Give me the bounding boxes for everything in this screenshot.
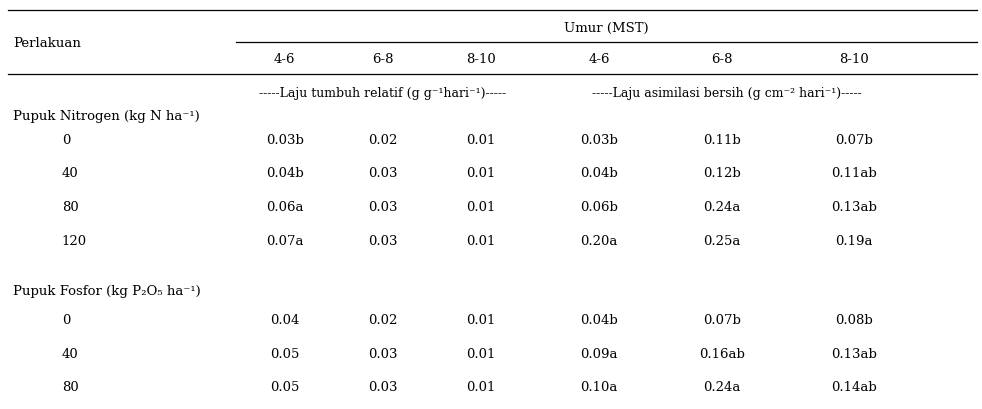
Text: 0.11ab: 0.11ab [832, 167, 877, 180]
Text: 4-6: 4-6 [274, 53, 296, 66]
Text: 0.03: 0.03 [368, 347, 398, 360]
Text: 0.04b: 0.04b [580, 167, 618, 180]
Text: 80: 80 [62, 380, 79, 393]
Text: 0.10a: 0.10a [580, 380, 618, 393]
Text: 40: 40 [62, 167, 79, 180]
Text: 0.05: 0.05 [270, 347, 300, 360]
Text: 0.16ab: 0.16ab [699, 347, 744, 360]
Text: 0.06a: 0.06a [266, 200, 303, 213]
Text: -----Laju tumbuh relatif (g g⁻¹hari⁻¹)-----: -----Laju tumbuh relatif (g g⁻¹hari⁻¹)--… [259, 87, 507, 100]
Text: 0.20a: 0.20a [580, 234, 618, 247]
Text: 0.04b: 0.04b [266, 167, 303, 180]
Text: 0.01: 0.01 [466, 133, 496, 146]
Text: 0.04b: 0.04b [580, 313, 618, 326]
Text: 0.01: 0.01 [466, 347, 496, 360]
Text: 0.03b: 0.03b [266, 133, 303, 146]
Text: 0.25a: 0.25a [703, 234, 740, 247]
Text: 0: 0 [62, 133, 71, 146]
Text: 0.03: 0.03 [368, 380, 398, 393]
Text: 80: 80 [62, 200, 79, 213]
Text: 0.13ab: 0.13ab [832, 200, 877, 213]
Text: -----Laju asimilasi bersih (g cm⁻² hari⁻¹)-----: -----Laju asimilasi bersih (g cm⁻² hari⁻… [592, 87, 861, 100]
Text: 0.01: 0.01 [466, 167, 496, 180]
Text: 0.03b: 0.03b [580, 133, 618, 146]
Text: 0.01: 0.01 [466, 313, 496, 326]
Text: 0.08b: 0.08b [836, 313, 873, 326]
Text: 0.03: 0.03 [368, 234, 398, 247]
Text: 0.12b: 0.12b [703, 167, 740, 180]
Text: 0.02: 0.02 [368, 313, 398, 326]
Text: 0.11b: 0.11b [703, 133, 740, 146]
Text: 0.24a: 0.24a [703, 200, 740, 213]
Text: Pupuk Fosfor (kg P₂O₅ ha⁻¹): Pupuk Fosfor (kg P₂O₅ ha⁻¹) [13, 284, 200, 297]
Text: 0.07a: 0.07a [266, 234, 303, 247]
Text: 0.06b: 0.06b [580, 200, 618, 213]
Text: 0.09a: 0.09a [580, 347, 618, 360]
Text: Umur (MST): Umur (MST) [564, 22, 649, 35]
Text: 0.03: 0.03 [368, 167, 398, 180]
Text: 0: 0 [62, 313, 71, 326]
Text: 8-10: 8-10 [466, 53, 496, 66]
Text: Pupuk Nitrogen (kg N ha⁻¹): Pupuk Nitrogen (kg N ha⁻¹) [13, 110, 199, 123]
Text: 0.05: 0.05 [270, 380, 300, 393]
Text: Perlakuan: Perlakuan [13, 36, 81, 49]
Text: 6-8: 6-8 [372, 53, 394, 66]
Text: 8-10: 8-10 [840, 53, 869, 66]
Text: 0.19a: 0.19a [836, 234, 873, 247]
Text: 4-6: 4-6 [588, 53, 610, 66]
Text: 0.13ab: 0.13ab [832, 347, 877, 360]
Text: 0.04: 0.04 [270, 313, 300, 326]
Text: 120: 120 [62, 234, 87, 247]
Text: 0.07b: 0.07b [703, 313, 740, 326]
Text: 6-8: 6-8 [711, 53, 733, 66]
Text: 0.01: 0.01 [466, 200, 496, 213]
Text: 0.01: 0.01 [466, 234, 496, 247]
Text: 0.14ab: 0.14ab [832, 380, 877, 393]
Text: 0.02: 0.02 [368, 133, 398, 146]
Text: 0.01: 0.01 [466, 380, 496, 393]
Text: 0.03: 0.03 [368, 200, 398, 213]
Text: 0.07b: 0.07b [836, 133, 873, 146]
Text: 40: 40 [62, 347, 79, 360]
Text: 0.24a: 0.24a [703, 380, 740, 393]
